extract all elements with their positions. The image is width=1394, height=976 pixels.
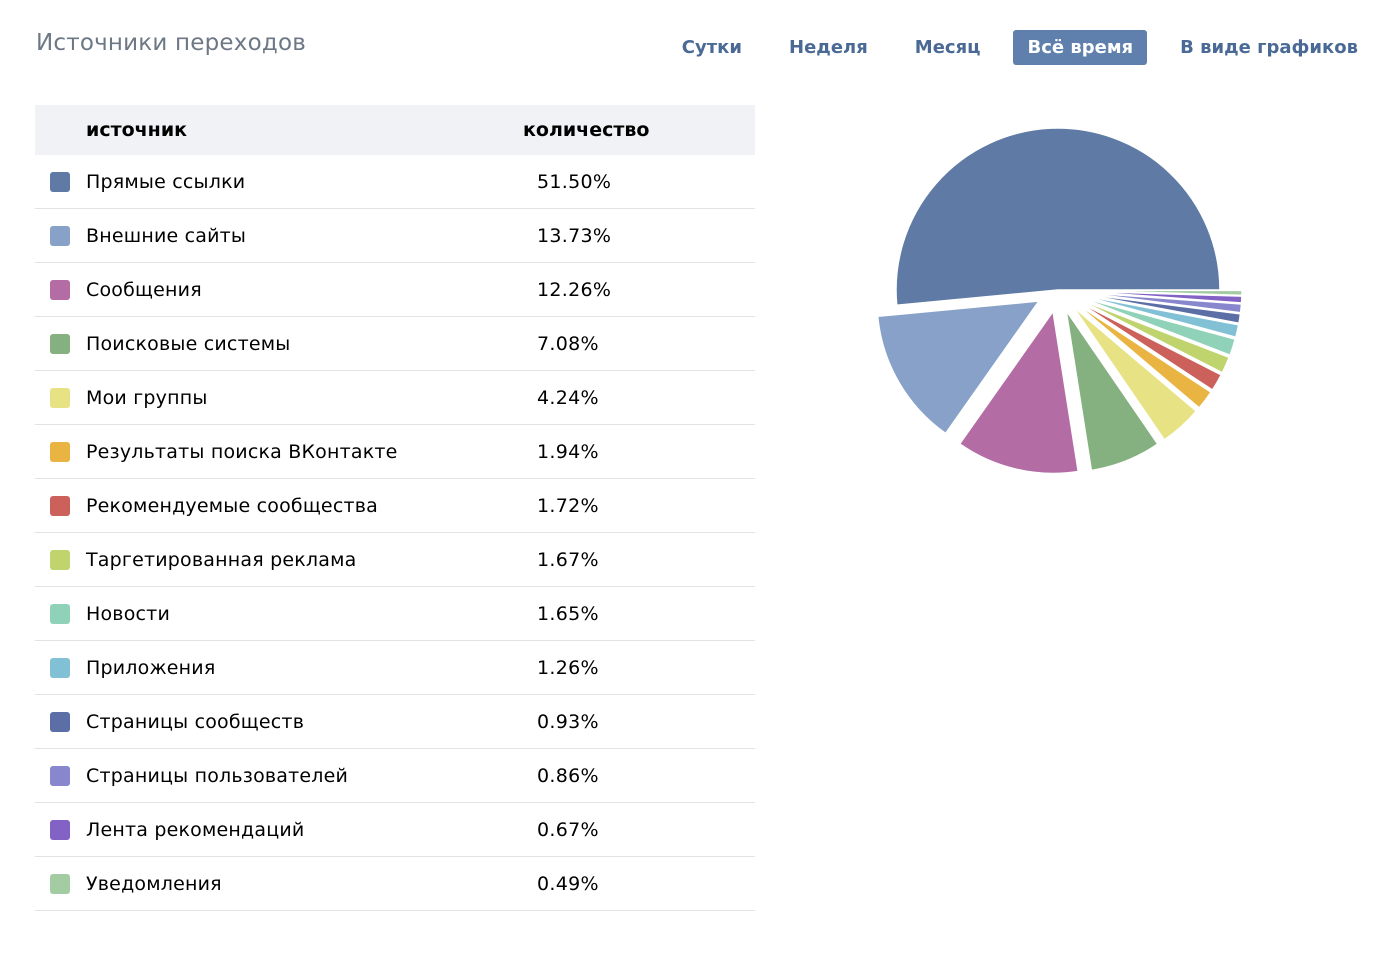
- table-row[interactable]: Результаты поиска ВКонтакте 1.94%: [35, 425, 755, 479]
- source-name: Прямые ссылки: [86, 170, 246, 193]
- tab-day[interactable]: Сутки: [681, 37, 743, 58]
- source-name: Новости: [86, 602, 170, 625]
- pie-slice[interactable]: [1077, 298, 1230, 374]
- source-name: Уведомления: [86, 872, 222, 895]
- source-value: 13.73%: [537, 224, 612, 247]
- source-value: 7.08%: [537, 332, 599, 355]
- source-name: Мои группы: [86, 386, 208, 409]
- pie-slice[interactable]: [1078, 296, 1237, 356]
- source-name: Страницы пользователей: [86, 764, 349, 787]
- legend-swatch: [50, 495, 70, 516]
- source-value: 51.50%: [537, 170, 612, 193]
- source-value: 12.26%: [537, 278, 612, 301]
- table-row[interactable]: Мои группы 4.24%: [35, 371, 755, 425]
- tab-as-graphs[interactable]: В виде графиков: [1180, 37, 1358, 58]
- legend-swatch: [50, 711, 70, 732]
- table-row[interactable]: Поисковые системы 7.08%: [35, 317, 755, 371]
- pie-slice[interactable]: [958, 310, 1079, 475]
- pie-chart: [876, 127, 1243, 475]
- table-row[interactable]: Прямые ссылки 51.50%: [35, 155, 755, 209]
- column-header-count: количество: [523, 119, 650, 141]
- pie-slice[interactable]: [1078, 292, 1242, 325]
- tab-all-time[interactable]: Всё время: [1013, 30, 1148, 65]
- table-row[interactable]: Рекомендуемые сообщества 1.72%: [35, 479, 755, 533]
- sources-table: источник количество Прямые ссылки 51.50%…: [35, 105, 755, 911]
- source-name: Лента рекомендаций: [86, 818, 305, 841]
- legend-swatch: [50, 333, 70, 354]
- pie-slice[interactable]: [1065, 309, 1159, 472]
- legend-swatch: [50, 657, 70, 678]
- column-header-source: источник: [86, 119, 188, 141]
- pie-slice[interactable]: [1079, 290, 1243, 304]
- legend-swatch: [50, 873, 70, 894]
- table-row[interactable]: Уведомления 0.49%: [35, 857, 755, 911]
- pie-slice[interactable]: [1078, 294, 1240, 339]
- table-row[interactable]: Сообщения 12.26%: [35, 263, 755, 317]
- pie-slice[interactable]: [876, 300, 1040, 435]
- source-value: 0.93%: [537, 710, 599, 733]
- pie-slice[interactable]: [1076, 300, 1222, 391]
- pie-slice[interactable]: [1079, 289, 1243, 297]
- table-row[interactable]: Страницы сообществ 0.93%: [35, 695, 755, 749]
- legend-swatch: [50, 603, 70, 624]
- pie-slice[interactable]: [1079, 291, 1243, 314]
- legend-swatch: [50, 279, 70, 300]
- table-row[interactable]: Внешние сайты 13.73%: [35, 209, 755, 263]
- source-name: Рекомендуемые сообщества: [86, 494, 378, 517]
- pie-slice[interactable]: [895, 127, 1221, 306]
- source-name: Результаты поиска ВКонтакте: [86, 440, 398, 463]
- pie-slice[interactable]: [1074, 302, 1212, 409]
- legend-swatch: [50, 441, 70, 462]
- source-value: 0.86%: [537, 764, 599, 787]
- source-value: 0.67%: [537, 818, 599, 841]
- source-value: 1.72%: [537, 494, 599, 517]
- source-name: Страницы сообществ: [86, 710, 305, 733]
- legend-swatch: [50, 387, 70, 408]
- source-value: 1.26%: [537, 656, 599, 679]
- legend-swatch: [50, 549, 70, 570]
- table-row[interactable]: Приложения 1.26%: [35, 641, 755, 695]
- source-value: 4.24%: [537, 386, 599, 409]
- legend-swatch: [50, 171, 70, 192]
- table-row[interactable]: Новости 1.65%: [35, 587, 755, 641]
- table-row[interactable]: Таргетированная реклама 1.67%: [35, 533, 755, 587]
- source-value: 0.49%: [537, 872, 599, 895]
- table-row[interactable]: Страницы пользователей 0.86%: [35, 749, 755, 803]
- table-row[interactable]: Лента рекомендаций 0.67%: [35, 803, 755, 857]
- legend-swatch: [50, 225, 70, 246]
- source-name: Поисковые системы: [86, 332, 291, 355]
- source-name: Внешние сайты: [86, 224, 247, 247]
- table-header: источник количество: [35, 105, 755, 155]
- legend-swatch: [50, 765, 70, 786]
- source-name: Приложения: [86, 656, 216, 679]
- tab-month[interactable]: Месяц: [914, 37, 981, 58]
- period-tabs: Сутки Неделя Месяц Всё время В виде граф…: [649, 30, 1358, 65]
- source-value: 1.94%: [537, 440, 599, 463]
- legend-swatch: [50, 819, 70, 840]
- source-name: Таргетированная реклама: [86, 548, 357, 571]
- source-value: 1.67%: [537, 548, 599, 571]
- pie-slice[interactable]: [1071, 305, 1198, 441]
- pie-chart-container: [858, 90, 1258, 490]
- source-name: Сообщения: [86, 278, 202, 301]
- source-value: 1.65%: [537, 602, 599, 625]
- page-title: Источники переходов: [36, 30, 306, 56]
- tab-week[interactable]: Неделя: [789, 37, 868, 58]
